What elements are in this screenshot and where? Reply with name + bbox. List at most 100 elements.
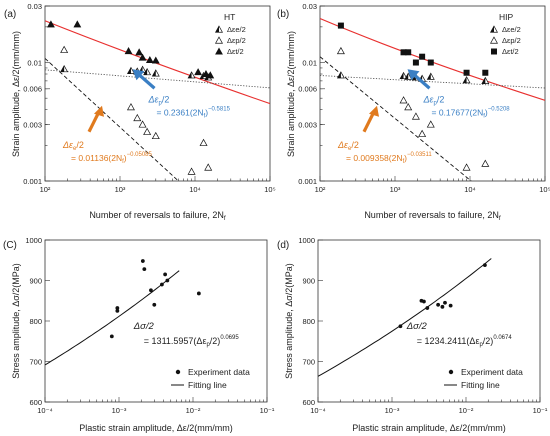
y-tick-label: 900 bbox=[29, 276, 42, 285]
data-point bbox=[187, 71, 196, 79]
marker-fill bbox=[337, 71, 341, 79]
y-tick-label: 0.001 bbox=[298, 177, 317, 186]
marker-fill bbox=[215, 26, 219, 33]
x-tick-label: 10⁻¹ bbox=[260, 406, 275, 415]
annot-symbol: Δε bbox=[62, 140, 74, 150]
elastic-arrowhead bbox=[94, 105, 104, 117]
data-point bbox=[133, 113, 142, 122]
data-point bbox=[151, 69, 160, 77]
data-point bbox=[126, 66, 135, 74]
data-point bbox=[405, 49, 412, 56]
data-point bbox=[422, 299, 426, 304]
annot-subscript: p bbox=[159, 100, 163, 106]
legend-title: HIP bbox=[499, 12, 514, 22]
annot-exponent: 0.0674 bbox=[493, 335, 512, 341]
y-tick-label: 600 bbox=[302, 398, 315, 407]
legend-entry: Fitting line bbox=[461, 380, 500, 390]
data-point bbox=[411, 112, 420, 120]
data-point bbox=[109, 334, 114, 339]
data-point bbox=[336, 71, 345, 79]
marker-fill bbox=[127, 67, 131, 74]
marker-fill bbox=[143, 68, 148, 75]
data-point bbox=[60, 64, 69, 73]
y-tick-label: 1000 bbox=[25, 236, 42, 245]
annot-tail: /2 bbox=[437, 94, 445, 104]
data-point bbox=[419, 53, 426, 60]
marker-fill bbox=[400, 72, 404, 79]
annot-subscript: e bbox=[348, 146, 352, 152]
x-tick-label: 10⁻¹ bbox=[533, 406, 548, 415]
x-tick-label: 10⁻³ bbox=[112, 406, 127, 415]
panel-label: (d) bbox=[277, 240, 289, 251]
plastic-strain-fit bbox=[320, 56, 472, 181]
x-tick-label: 10² bbox=[315, 185, 326, 194]
annot-symbol: Δε bbox=[337, 140, 349, 150]
annot-tail: /2 bbox=[162, 94, 170, 104]
legend-entry: Δεp/2 bbox=[502, 36, 521, 45]
data-point bbox=[462, 163, 471, 171]
marker-fill bbox=[204, 73, 209, 81]
y-axis-label: Strain amplitude, Δε/2(mm/mm) bbox=[11, 31, 21, 157]
panel-label: (a) bbox=[4, 9, 16, 20]
x-tick-label: 10⁻² bbox=[459, 406, 474, 415]
annot-equation: = 0.009358(2N bbox=[346, 153, 402, 163]
legend-entry: Fitting line bbox=[188, 380, 227, 390]
plastic-annotation: Δεp/2= 0.17677(2Nf)−0.5208 bbox=[423, 94, 511, 119]
elastic-annotation-line1: Δεe/2 bbox=[62, 140, 84, 152]
panel-b: 10² 10³ 10⁴ 10⁵ 0.001 0.003 0.006 0.01 0.03 Numbe… bbox=[277, 2, 550, 222]
x-axis-label: Plastic strain amplitude, Δε/2(mm/mm) bbox=[79, 423, 233, 433]
annot-equation: = 0.01136(2N bbox=[71, 153, 122, 163]
marker-fill bbox=[60, 65, 65, 72]
panel-label: (b) bbox=[277, 9, 289, 20]
data-point bbox=[448, 303, 453, 308]
data-point bbox=[138, 53, 147, 61]
elastic-annotation: Δεe/2= 0.009358(2Nf)−0.03511 bbox=[337, 140, 432, 165]
annot-paren: ) bbox=[205, 107, 208, 117]
data-point bbox=[115, 308, 120, 313]
annot-subscript: f bbox=[483, 113, 485, 119]
annot-paren: ) bbox=[485, 107, 488, 117]
plastic-strain-fit bbox=[45, 58, 180, 181]
y-tick-label: 600 bbox=[29, 398, 42, 407]
plot-frame bbox=[319, 5, 546, 182]
plot-frame bbox=[317, 239, 541, 403]
annot-symbol: Δε bbox=[148, 94, 160, 104]
panel-a: 10² 10³ 10⁴ 10⁵ 0.001 0.003 0.006 0.01 0.03 Numbe… bbox=[4, 2, 276, 222]
plastic-arrowhead bbox=[407, 69, 420, 81]
data-point bbox=[399, 96, 408, 104]
data-point bbox=[202, 69, 210, 78]
elastic-strain-fit bbox=[45, 69, 270, 89]
fit-lines bbox=[318, 258, 492, 377]
annot-subscript: p bbox=[206, 342, 210, 348]
plot-frame bbox=[44, 239, 268, 403]
legend-marker bbox=[490, 36, 498, 44]
data-point bbox=[337, 22, 344, 29]
y-tick-label: 0.001 bbox=[23, 177, 42, 186]
stress-annotation-line2: = 1234.2411(Δεp/2)0.0674 bbox=[417, 335, 513, 348]
marker-fill bbox=[481, 77, 486, 84]
y-axis-label: Strain amplitude, Δε/2(mm/mm) bbox=[286, 31, 296, 157]
x-axis-label-main: Number of reversals to failure, 2N bbox=[364, 210, 499, 220]
y-tick-label: 700 bbox=[29, 357, 42, 366]
plastic-arrow bbox=[137, 73, 156, 90]
y-tick-label: 0.003 bbox=[298, 120, 317, 129]
x-tick-label: 10⁻³ bbox=[385, 406, 400, 415]
data-point bbox=[143, 127, 152, 135]
data-point bbox=[204, 163, 213, 171]
annot-subscript: f bbox=[122, 159, 124, 165]
data-point bbox=[135, 48, 144, 56]
annot-subscript: f bbox=[402, 159, 404, 165]
annot-equation: = 1311.5957(Δε bbox=[144, 336, 207, 346]
plastic-annotation-line1: Δεp/2 bbox=[423, 94, 445, 106]
annot-exponent: −0.5208 bbox=[488, 106, 511, 112]
legend-entry: Experiment data bbox=[461, 367, 523, 377]
data-point bbox=[426, 72, 435, 80]
panel-d: 10⁻⁴ 10⁻³ 10⁻² 10⁻¹ 600 700 800 900 1000 Plastic … bbox=[277, 236, 548, 433]
plastic-annotation-line2: = 0.17677(2Nf)−0.5208 bbox=[432, 106, 511, 119]
y-axis-label: Stress amplitude, Δσ/2(MPa) bbox=[284, 263, 294, 379]
x-tick-label: 10⁵ bbox=[264, 185, 275, 194]
legend-marker bbox=[215, 36, 223, 44]
panel-c: 10⁻⁴ 10⁻³ 10⁻² 10⁻¹ 600 700 800 900 1000 Plastic … bbox=[3, 236, 275, 433]
y-tick-label: 0.003 bbox=[23, 120, 42, 129]
elastic-arrow bbox=[362, 111, 376, 133]
